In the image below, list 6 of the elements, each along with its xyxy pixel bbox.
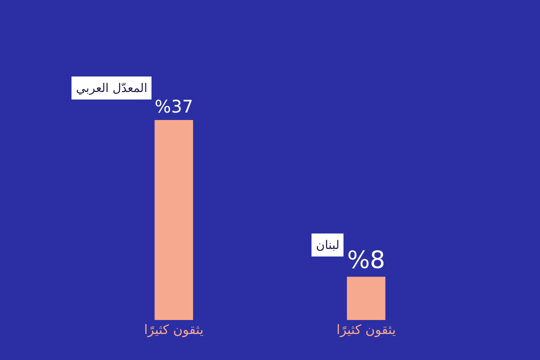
- x-tick-label: يثقون كثيرًا: [144, 323, 204, 338]
- data-label: %37: [154, 98, 194, 118]
- text: لبنان: [316, 238, 340, 252]
- x-tick-label: يثقون كثيرًا: [336, 323, 396, 338]
- data-label: %8: [347, 246, 386, 274]
- text: المعدّل العربي: [76, 81, 148, 95]
